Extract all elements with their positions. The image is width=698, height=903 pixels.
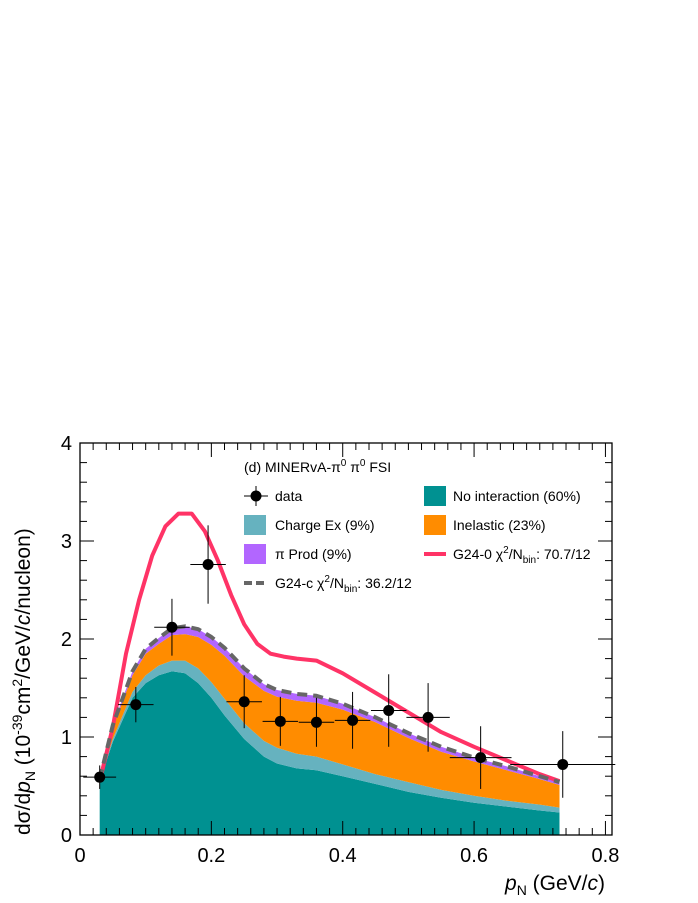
legend-no-interaction-swatch [424,486,446,506]
data-point-marker [422,711,434,723]
chart-title: (d) MINERvA-π0 π0 FSI [244,458,391,475]
data-point-marker [274,715,286,727]
line-g24-0 [97,511,561,783]
data-point [370,674,407,747]
legend-pi-prod-swatch [244,544,266,564]
legend-charge-ex-label: Charge Ex (9%) [275,517,375,533]
legend-data-marker [250,490,262,502]
line-g24-c [97,624,561,785]
data-point [154,598,190,656]
y-tick-label: 0 [61,825,72,847]
stacked-areas [99,626,560,835]
x-tick-label: 0.8 [592,845,620,867]
data-point-marker [383,705,395,717]
axis-ticks: 0 0.2 0.4 0.6 0.8 0 1 2 3 4 [61,433,619,867]
data-point [510,731,616,798]
x-tick-label: 0.6 [460,845,488,867]
legend-g24-0-label: G24-0 χ2/Nbin: 70.7/12 [453,545,591,566]
legend-data-label: data [275,488,302,504]
y-tick-label: 2 [61,629,72,651]
x-tick-label: 0.4 [329,845,357,867]
legend-pi-prod-label: π Prod (9%) [275,546,352,562]
legend-entry-g24-c: G24-c χ2/Nbin: 36.2/12 [244,574,412,595]
data-point [262,696,299,746]
area-no-interaction [99,671,560,835]
data-point [406,683,450,752]
model-lines [97,511,561,785]
data-point [226,675,262,729]
data-point-marker [130,699,142,711]
data-point [118,687,154,723]
legend-entry-pi-prod: π Prod (9%) [244,544,352,564]
legend-entry-no-interaction: No interaction (60%) [424,486,581,506]
data-point-marker [557,758,569,770]
data-point-marker [238,696,250,708]
legend-inelastic-label: Inelastic (23%) [453,517,546,533]
data-point-marker [310,716,322,728]
x-axis-label: pN (GeV/c) [504,872,605,898]
data-point-marker [347,714,359,726]
legend-entry-g24-0: G24-0 χ2/Nbin: 70.7/12 [424,545,591,566]
area-charge-ex [99,660,560,813]
legend-charge-ex-swatch [244,515,266,535]
y-tick-label: 3 [61,531,72,553]
legend-inelastic-swatch [424,515,446,535]
y-tick-label: 4 [61,433,72,455]
data-point [190,525,226,604]
x-tick-label: 0 [74,845,85,867]
data-point [298,697,335,747]
data-point-marker [166,621,178,633]
legend-no-interaction-label: No interaction (60%) [453,488,581,504]
legend-entry-inelastic: Inelastic (23%) [424,515,546,535]
data-point [83,765,117,789]
data-point [334,691,371,749]
y-tick-label: 1 [61,727,72,749]
data-point-marker [475,752,487,764]
legend-entry-data: data [244,486,302,506]
area-inelastic [99,634,560,808]
data-points [83,525,616,798]
data-point-marker [202,559,214,571]
data-point [449,726,512,789]
area-prod [99,626,560,785]
legend: data No interaction (60%) Charge Ex (9%)… [244,486,591,595]
data-point-marker [94,771,106,783]
legend-g24-c-label: G24-c χ2/Nbin: 36.2/12 [275,574,412,595]
y-axis-label: dσ/dpN (10-39cm2/GeV/c/nucleon) [9,528,38,835]
x-tick-label: 0.2 [197,845,225,867]
legend-entry-charge-ex: Charge Ex (9%) [244,515,375,535]
